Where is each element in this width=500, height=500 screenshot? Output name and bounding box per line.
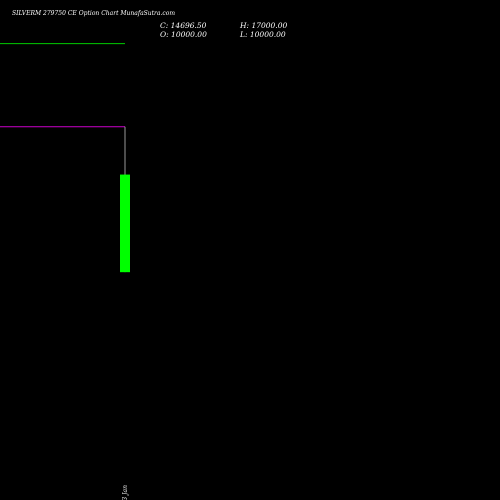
x-tick-label-0: 13 Jan — [122, 485, 129, 500]
ohlc-high: H: 17000.00 — [240, 21, 288, 30]
candle-body-0 — [120, 174, 130, 273]
ohlc-close: C: 14696.50 — [160, 21, 207, 30]
ohlc-low: L: 10000.00 — [240, 30, 286, 39]
ohlc-open: O: 10000.00 — [160, 30, 207, 39]
chart-title: SILVERM 279750 CE Option Chart MunafaSut… — [12, 10, 176, 17]
